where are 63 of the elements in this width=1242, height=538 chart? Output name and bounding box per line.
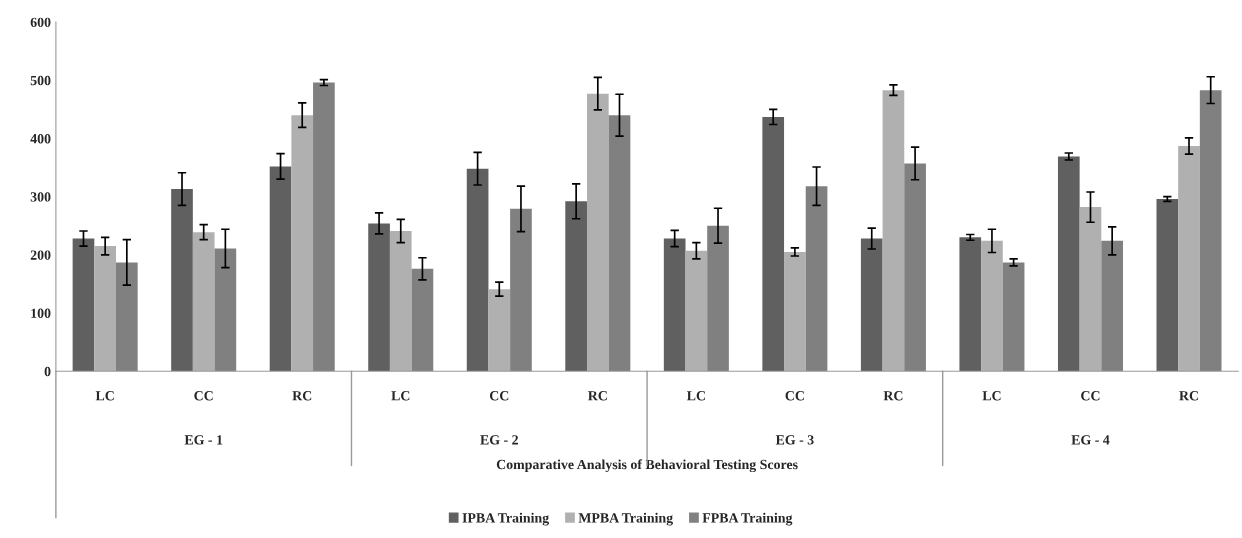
x-tick-label: LC [982,391,1001,401]
bar [411,268,434,372]
text: EG - 1 [184,435,223,445]
x-tick-label: CC [489,391,509,401]
bar [94,246,116,372]
text: EG - 4 [1071,435,1110,445]
x-tick-label: RC [292,391,312,401]
bar [510,208,532,372]
bar [368,223,390,372]
x-tick-label: CC [194,391,213,401]
x-tick-label: LC [686,391,705,401]
x-axis-title: Comparative Analysis of Behavioral Testing Scores [496,459,798,473]
bar [466,168,489,372]
legend-label: MPBA Training [578,512,673,526]
bar [72,238,95,372]
text: EG - 3 [775,435,814,445]
y-tick-label: 300 [30,192,51,202]
bar [685,250,708,372]
bar [1002,262,1025,372]
bar [1079,207,1102,372]
bar [904,163,926,372]
bar [389,230,412,372]
bar [981,240,1003,372]
bar [762,116,785,372]
bar [882,90,905,372]
x-tick-label: LC [95,391,114,401]
bar [313,82,335,372]
text: EG - 2 [480,435,518,445]
x-tick-label: RC [588,391,607,401]
y-tick-label: 500 [30,75,51,86]
x-tick-label: RC [883,391,903,401]
y-tick-label: 0 [44,366,51,377]
bar [1057,156,1080,372]
bar [565,201,587,372]
y-tick-label: 100 [31,308,51,318]
y-tick-label: 400 [30,134,51,144]
x-tick-label: LC [391,391,410,401]
bar [805,186,828,372]
bar [586,93,609,372]
legend-label: IPBA Training [462,512,549,526]
x-tick-label: CC [1081,391,1100,401]
bar [1178,146,1200,372]
bar [115,262,138,372]
y-tick-label: 200 [30,250,51,260]
bar [663,238,686,372]
bar [1156,198,1179,372]
bar [959,237,982,372]
bar [784,251,806,372]
bar [1101,240,1123,372]
bar [171,189,193,372]
bar [192,232,215,372]
legend-label: FPBA Training [702,512,793,526]
y-tick-label: 600 [30,17,51,28]
bar [1199,90,1222,372]
x-tick-label: CC [785,391,804,401]
bar [608,115,631,372]
bar [860,238,883,372]
x-tick-label: RC [1179,391,1198,401]
bar [291,115,314,372]
bar [488,289,511,372]
bar [269,166,292,372]
bar [214,248,237,372]
bar [707,225,729,372]
